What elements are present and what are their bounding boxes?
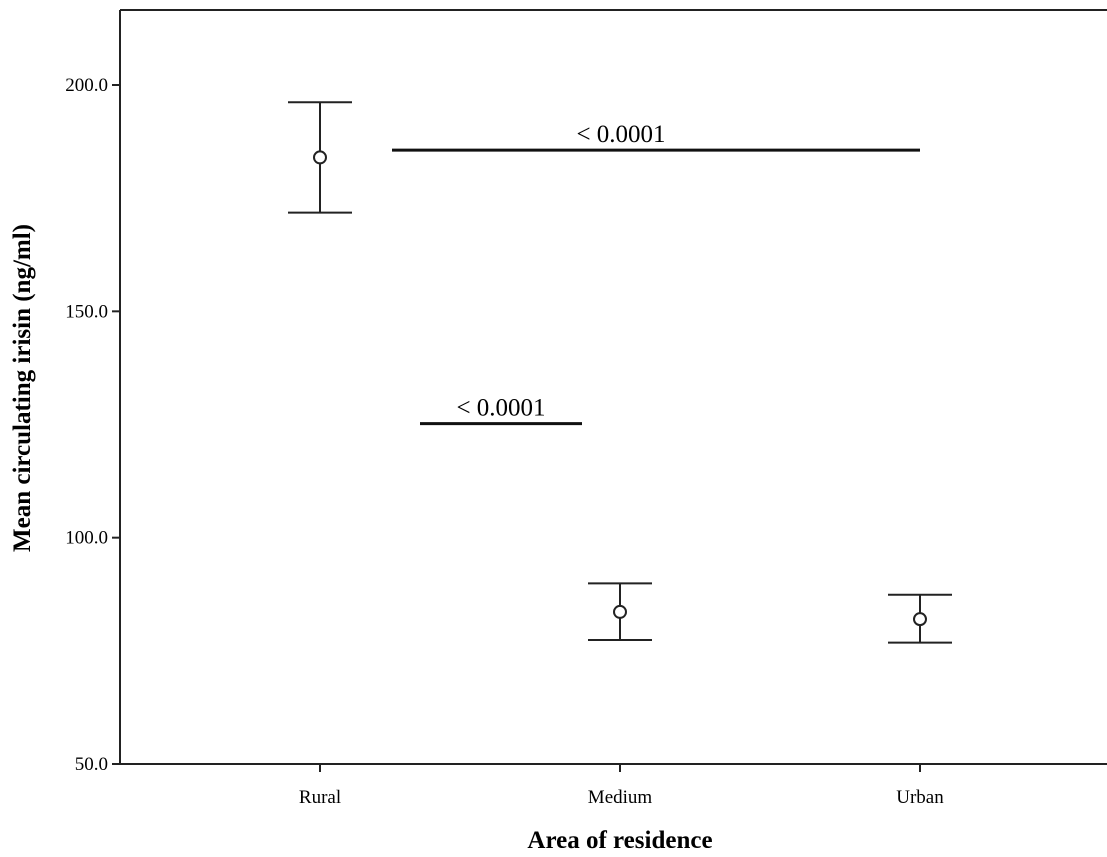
data-marks (288, 101, 952, 644)
x-tick-label: Urban (896, 787, 944, 808)
mean-marker (613, 604, 627, 619)
y-tick-label: 50.0 (75, 754, 108, 775)
y-tick-label: 200.0 (65, 75, 108, 96)
mean-marker (313, 150, 327, 165)
x-axis-ticks: Rural Medium Urban (299, 764, 944, 808)
significance-label: < 0.0001 (576, 121, 665, 148)
mean-marker (913, 612, 927, 627)
y-tick-label: 150.0 (65, 301, 108, 322)
significance-label: < 0.0001 (456, 395, 545, 422)
x-tick-label: Rural (299, 787, 341, 808)
y-tick-label: 100.0 (65, 528, 108, 549)
y-axis-ticks: 50.0 100.0 150.0 200.0 (65, 75, 120, 775)
x-axis-title: Area of residence (527, 827, 712, 852)
y-axis-title: Mean circulating irisin (ng/ml) (9, 224, 36, 552)
x-tick-label: Medium (588, 787, 653, 808)
significance-annotations: < 0.0001 < 0.0001 (392, 121, 920, 426)
